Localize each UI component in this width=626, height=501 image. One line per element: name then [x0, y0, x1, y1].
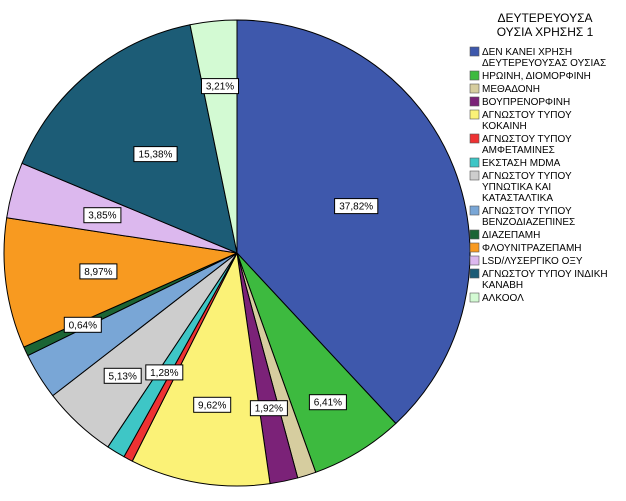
legend-swatch: [469, 268, 480, 279]
legend-swatch: [469, 109, 480, 120]
legend-swatch: [469, 83, 480, 94]
legend-item-14: ΑΛΚΟΟΛ: [469, 292, 524, 304]
legend-label: ΒΕΝΖΟΔΙΑΖΕΠΙΝΕΣ: [482, 217, 575, 228]
legend-swatch: [469, 96, 480, 107]
data-label-text: 0,64%: [69, 320, 97, 331]
legend-swatch: [469, 133, 480, 144]
legend-label: ΑΓΝΩΣΤΟΥ ΤΥΠΟΥ: [482, 171, 572, 182]
legend-label: ΕΚΣΤΑΣΗ MDMA: [482, 158, 561, 169]
legend-label: ΑΜΦΕΤΑΜΙΝΕΣ: [482, 145, 555, 156]
data-label-text: 8,97%: [84, 267, 112, 278]
legend: ΔΕΥΤΕΡΕΥΟΥΣΑ ΟΥΣΙΑ ΧΡΗΣΗΣ 1 ΔΕΝ ΚΑΝΕΙ ΧΡ…: [469, 11, 608, 304]
data-label-text: 1,28%: [150, 368, 178, 379]
legend-item-11: ΦΛΟΥΝΙΤΡΑΖΕΠΑΜΗ: [469, 242, 582, 254]
data-label-box: [193, 396, 232, 413]
data-label-box: [308, 394, 347, 411]
legend-label: ΦΛΟΥΝΙΤΡΑΖΕΠΑΜΗ: [482, 243, 582, 254]
data-label-text: 6,41%: [314, 398, 342, 409]
legend-label: ΔΙΑΖΕΠΑΜΗ: [482, 230, 540, 241]
data-label-8: 5,13%: [103, 367, 142, 384]
data-label-11: 8,97%: [79, 263, 118, 280]
legend-label: LSD/ΛΥΣΕΡΓΙΚΟ ΟΞΥ: [482, 256, 583, 267]
pie-slice-5: [131, 252, 271, 487]
legend-label: ΑΓΝΩΣΤΟΥ ΤΥΠΟΥ: [482, 206, 572, 217]
legend-item-12: LSD/ΛΥΣΕΡΓΙΚΟ ΟΞΥ: [469, 255, 583, 267]
data-label-text: 5,13%: [109, 371, 137, 382]
legend-label: ΗΡΩΙΝΗ, ΔΙΟΜΟΡΦΙΝΗ: [482, 71, 591, 82]
legend-swatch: [469, 255, 480, 266]
data-label-13: 15,38%: [133, 146, 178, 163]
legend-item-3: ΜΕΘΑΔΟΝΗ: [469, 83, 540, 95]
legend-label: ΑΛΚΟΟΛ: [482, 293, 524, 304]
legend-swatch: [469, 242, 480, 253]
data-label-5: 9,62%: [193, 396, 232, 413]
data-label-text: 37,82%: [339, 202, 373, 213]
data-label-box: [103, 367, 142, 384]
data-label-box: [79, 263, 118, 280]
legend-swatch: [469, 170, 480, 181]
data-label-box: [133, 146, 178, 163]
pie-slices: [3, 19, 471, 487]
legend-label: ΑΓΝΩΣΤΟΥ ΤΥΠΟΥ ΙΝΔΙΚΗ: [482, 269, 608, 280]
pie-slice-13: [21, 24, 238, 254]
data-label-box: [145, 364, 184, 381]
legend-swatch: [469, 46, 480, 57]
data-label-text: 15,38%: [139, 150, 173, 161]
data-label-12: 3,85%: [83, 207, 122, 224]
data-label-4: 1,92%: [249, 400, 288, 417]
legend-swatch: [469, 205, 480, 216]
legend-label: ΚΟΚΑΙΝΗ: [482, 121, 527, 132]
legend-title-line-1: ΔΕΥΤΕΡΕΥΟΥΣΑ: [497, 11, 592, 25]
data-label-text: 9,62%: [198, 400, 226, 411]
legend-label: ΔΕΝ ΚΑΝΕΙ ΧΡΗΣΗ: [482, 47, 572, 58]
data-label-text: 1,92%: [255, 404, 283, 415]
legend-swatch: [469, 70, 480, 81]
legend-title-line-2: ΟΥΣΙΑ ΧΡΗΣΗΣ 1: [497, 25, 594, 39]
legend-label: ΥΠΝΩΤΙΚΑ ΚΑΙ: [482, 182, 551, 193]
data-label-7: 1,28%: [145, 364, 184, 381]
data-label-box: [83, 207, 122, 224]
pie-slice-1: [236, 19, 471, 424]
legend-label: ΚΑΤΑΣΤΑΛΤΙΚΑ: [482, 193, 553, 204]
legend-label: ΚΑΝΑΒΗ: [482, 280, 523, 291]
data-label-box: [201, 78, 239, 95]
data-label-box: [249, 400, 288, 417]
pie-slice-11: [3, 217, 238, 348]
data-label-10: 0,64%: [63, 316, 102, 333]
legend-swatch: [469, 157, 480, 168]
pie-data-labels: 37,82% 6,41% 1,92% 9,62% 1,28% 5,13% 0,64% 8,97…: [63, 78, 379, 417]
legend-item-4: ΒΟΥΠΡΕΝΟΡΦΙΝΗ: [469, 96, 570, 108]
legend-label: ΜΕΘΑΔΟΝΗ: [482, 84, 540, 95]
data-label-14: 3,21%: [201, 78, 239, 95]
legend-swatch: [469, 292, 480, 303]
data-label-2: 6,41%: [308, 394, 347, 411]
legend-label: ΔΕΥΤΕΡΕΥΟΥΣΑΣ ΟΥΣΙΑΣ: [482, 58, 606, 69]
data-label-box: [63, 316, 102, 333]
legend-item-10: ΔΙΑΖΕΠΑΜΗ: [469, 229, 540, 241]
data-label-box: [334, 198, 379, 215]
data-label-1: 37,82%: [334, 198, 379, 215]
legend-swatch: [469, 229, 480, 240]
legend-item-2: ΗΡΩΙΝΗ, ΔΙΟΜΟΡΦΙΝΗ: [469, 70, 591, 82]
legend-label: ΑΓΝΩΣΤΟΥ ΤΥΠΟΥ: [482, 134, 572, 145]
data-label-text: 3,21%: [206, 82, 234, 93]
legend-label: ΒΟΥΠΡΕΝΟΡΦΙΝΗ: [482, 97, 570, 108]
legend-label: ΑΓΝΩΣΤΟΥ ΤΥΠΟΥ: [482, 110, 572, 121]
legend-item-7: ΕΚΣΤΑΣΗ MDMA: [469, 157, 561, 169]
data-label-text: 3,85%: [88, 211, 116, 222]
